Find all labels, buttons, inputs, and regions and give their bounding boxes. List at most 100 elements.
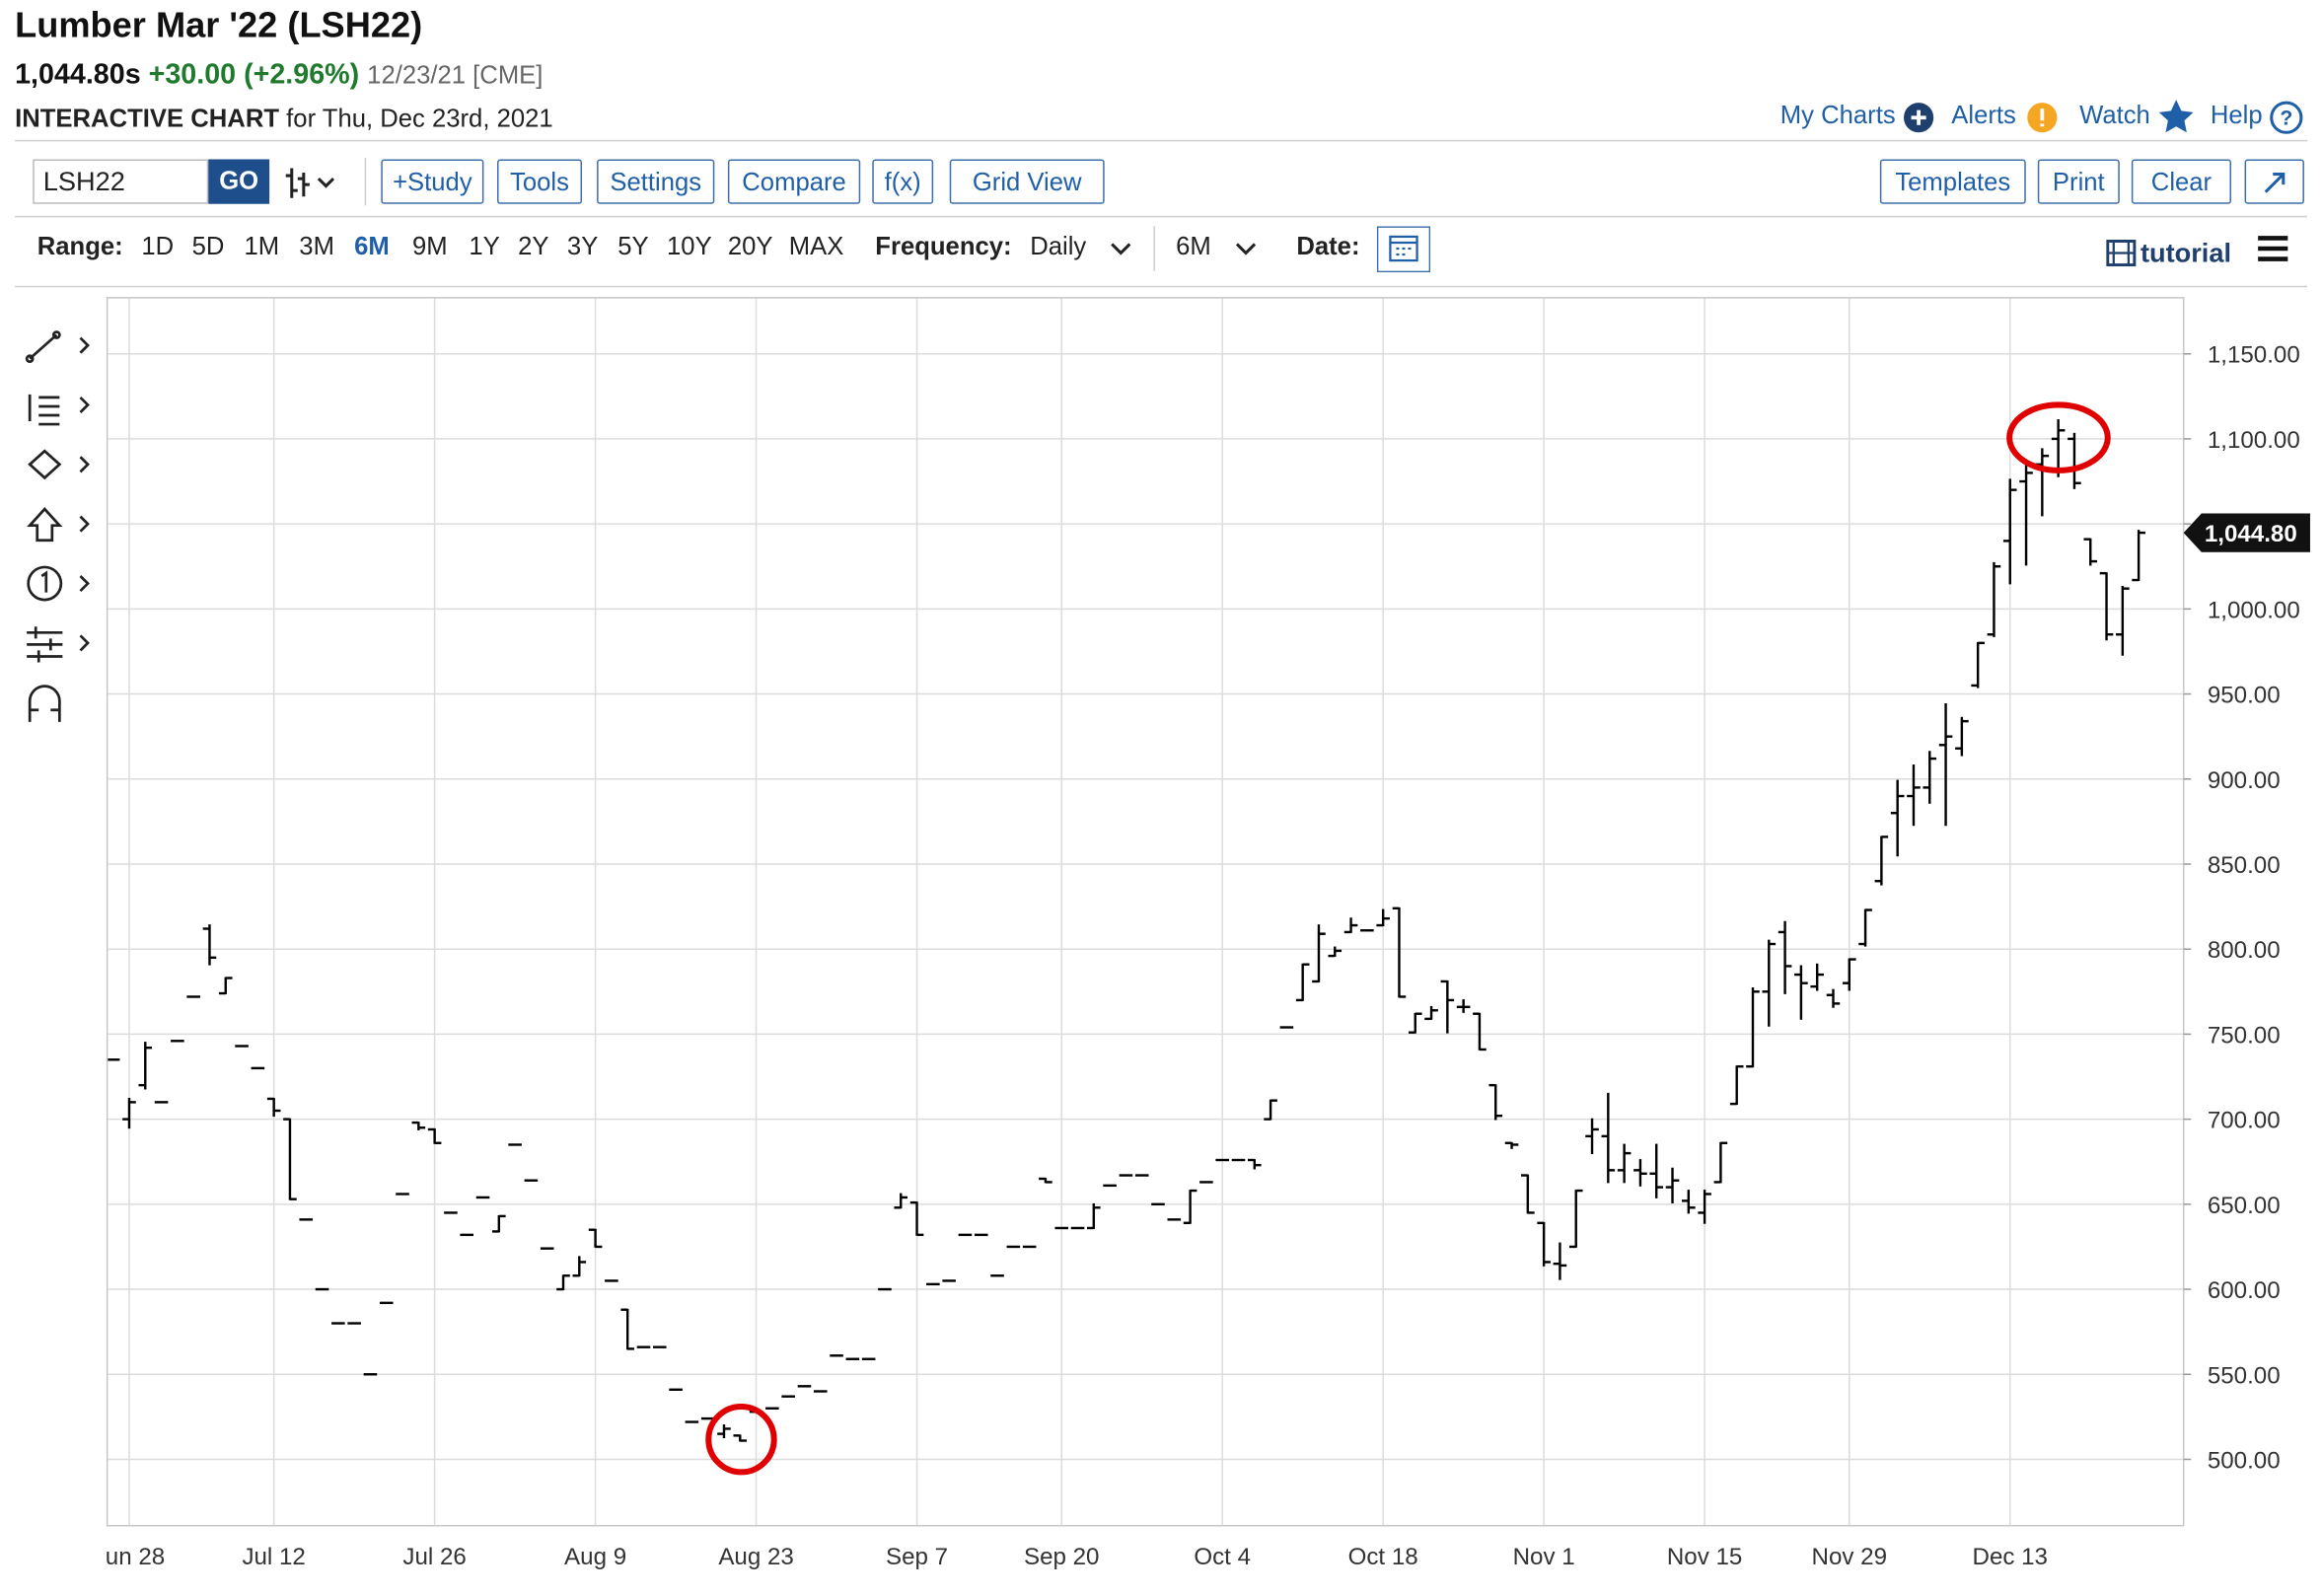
y-tick-label: 750.00 [2208,1022,2281,1049]
chevron [1111,243,1131,255]
range-option[interactable]: 2Y [518,232,549,261]
x-labels: Jun 28 Jul 12 Jul 26 Aug 9 Aug 23 Sep 7 Sep 20… [94,1544,2048,1570]
x-tick-label: Sep 20 [1024,1544,1099,1570]
quote-line: 1,044.80s +30.00 (+2.96%) 12/23/21 [CME] [15,59,543,92]
y-tick-label: 950.00 [2208,683,2281,709]
chart-label: INTERACTIVE CHART [15,104,280,133]
calendar-button[interactable] [1376,226,1431,273]
range-option[interactable]: 1Y [469,232,500,261]
tool-icon[interactable] [28,685,61,722]
link[interactable]: My Charts [1779,101,1896,130]
divider [15,139,2307,142]
x-tick-label: Aug 9 [564,1544,626,1570]
alert-icon [2027,103,2058,133]
plot-border [106,297,2185,1527]
x-tick-label: Oct 18 [1348,1544,1418,1570]
chart-caption: INTERACTIVE CHART for Thu, Dec 23rd, 202… [15,105,553,134]
link[interactable]: Watch [2079,101,2150,130]
grid [107,297,2184,1526]
x-tick-label: Nov 29 [1812,1544,1887,1570]
tool-icon[interactable] [27,626,63,663]
bars [106,419,2145,1442]
y-tick-label: 1,000.00 [2208,597,2300,623]
range-option[interactable]: 3M [299,232,334,261]
x-tick-label: Jul 26 [402,1544,466,1570]
chart: Jun 28 Jul 12 Jul 26 Aug 9 Aug 23 Sep 7 Sep 20… [94,297,2310,1570]
svg-text:?: ? [2280,108,2292,130]
toolbar-button[interactable]: Tools [497,159,583,204]
range-option[interactable]: 10Y [667,232,712,261]
frequency-label: Frequency: [875,232,1012,261]
toolbar-button[interactable]: Templates [1879,159,2026,204]
range-option[interactable]: MAX [788,232,844,261]
divider [15,285,2307,288]
x-tick-label: Nov 15 [1667,1544,1742,1570]
y-labels: 500.00 550.00 600.00 650.00 700.00 750.00 800.… [2183,342,2310,1475]
symbol-input[interactable]: LSH22 [33,159,209,204]
toolbar-button[interactable]: Compare [727,159,861,204]
separator [1153,226,1155,271]
toolbar-button[interactable]: f(x) [872,159,934,204]
range-option[interactable]: 5D [191,232,225,261]
highlight-circle [2006,401,2111,473]
toolbar-button[interactable]: Grid View [949,159,1105,204]
tool-icon[interactable] [29,333,58,360]
range-label: Range: [36,232,123,261]
last-price-label: 1,044.80 [2205,521,2297,547]
star-icon [2158,100,2194,133]
y-tick-label: 900.00 [2208,767,2281,794]
x-tick-label: Sep 7 [886,1544,948,1570]
tutorial-link[interactable]: tutorial [2140,238,2231,268]
range-option[interactable]: 3Y [566,232,599,261]
tool-icon[interactable] [27,565,63,602]
toolbar-button[interactable]: +Study [381,159,484,204]
y-tick-label: 800.00 [2208,937,2281,964]
y-tick-label: 700.00 [2208,1108,2281,1134]
tool-icon[interactable] [28,394,60,426]
range-option[interactable]: 6M [354,232,390,261]
chart-date: for Thu, Dec 23rd, 2021 [286,104,553,133]
price: 1,044.80s [15,59,141,92]
x-tick-label: Oct 4 [1194,1544,1251,1570]
toolbar-button[interactable]: Settings [597,159,715,204]
tool-icon[interactable] [28,449,62,480]
range-option[interactable]: 1D [141,232,175,261]
x-tick-label: Nov 1 [1513,1544,1575,1570]
y-tick-label: 600.00 [2208,1277,2281,1304]
tool-icon[interactable] [27,507,63,543]
range-option[interactable]: 9M [411,232,448,261]
y-tick-label: 850.00 [2208,852,2281,879]
y-tick-label: 500.00 [2208,1448,2281,1475]
chevron [1235,243,1257,255]
y-tick-label: 1,100.00 [2208,427,2300,454]
y-tick-label: 550.00 [2208,1362,2281,1389]
quote-date: 12/23/21 [CME] [367,60,544,90]
range-option[interactable]: 1M [244,232,280,261]
expand-button[interactable] [2244,159,2304,204]
chart-type-icon[interactable] [283,164,345,202]
go-button[interactable]: GO [208,159,270,204]
period[interactable]: 6M [1176,232,1211,261]
last-price-marker [2183,513,2310,552]
frequency[interactable]: Daily [1030,232,1087,261]
drawing-tools [25,330,90,722]
link[interactable]: Alerts [1951,101,2016,130]
x-tick-label: Aug 23 [718,1544,793,1570]
link[interactable]: Help [2210,101,2263,130]
range-option[interactable]: 5Y [617,232,649,261]
y-tick-label: 650.00 [2208,1193,2281,1219]
date-label: Date: [1296,232,1360,261]
title: Lumber Mar '22 (LSH22) [15,6,423,46]
toolbar-button[interactable]: Clear [2131,159,2231,204]
y-tick-label: 1,150.00 [2208,342,2300,369]
separator [364,157,367,206]
range-option[interactable]: 20Y [727,232,773,261]
highlight-circle [705,1403,777,1476]
plus-icon [1904,103,1934,133]
menu-icon[interactable] [2257,234,2289,263]
x-tick-label: Jun 28 [94,1544,165,1570]
toolbar-button[interactable]: Print [2037,159,2120,204]
change: +30.00 (+2.96%) [148,59,360,92]
